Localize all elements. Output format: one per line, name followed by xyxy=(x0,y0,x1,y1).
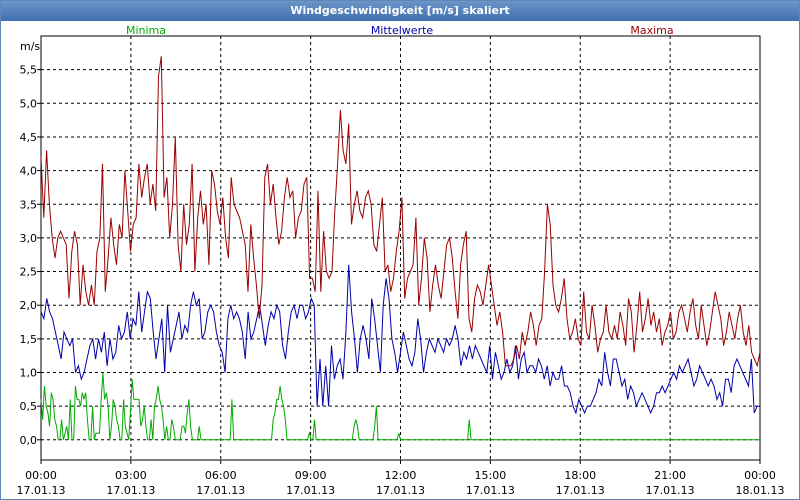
x-tick-date: 17.01.13 xyxy=(17,484,66,497)
x-tick-date: 18.01.13 xyxy=(736,484,785,497)
x-tick-date: 17.01.13 xyxy=(196,484,245,497)
y-tick-label: 2,0 xyxy=(20,299,38,312)
y-tick-label: 4,0 xyxy=(20,165,38,178)
y-tick-label: 4,5 xyxy=(20,131,38,144)
y-tick-label: 3,5 xyxy=(20,198,38,211)
legend-mittelwerte: Mittelwerte xyxy=(371,24,434,37)
series-line-maxima xyxy=(40,56,761,368)
x-tick-time: 21:00 xyxy=(654,469,686,482)
x-tick-time: 12:00 xyxy=(385,469,417,482)
x-tick-date: 17.01.13 xyxy=(376,484,425,497)
y-tick-label: 3,0 xyxy=(20,232,38,245)
window-title: Windgeschwindigkeit [m/s] skaliert xyxy=(1,1,799,21)
y-tick-label: 5,5 xyxy=(20,64,38,77)
y-axis-label: m/s xyxy=(20,40,40,53)
y-tick-labels: 0,0 0,5 1,0 1,5 2,0 2,5 3,0 3,5 4,0 4,5 5,0 5,5 xyxy=(20,64,38,447)
y-tick-label: 5,0 xyxy=(20,97,38,110)
x-tick-date: 17.01.13 xyxy=(466,484,515,497)
x-tick-time: 06:00 xyxy=(205,469,237,482)
series-line-mittelwerte xyxy=(40,264,760,415)
y-tick-label: 1,5 xyxy=(20,333,38,346)
y-tick-label: 2,5 xyxy=(20,266,38,279)
x-tick-time: 00:00 xyxy=(25,469,57,482)
y-tick-label: 0,5 xyxy=(20,400,38,413)
x-tick-labels: 00:00 17.01.13 03:00 17.01.13 06:00 17.01.13 0… xyxy=(17,469,785,497)
x-tick-date: 17.01.13 xyxy=(286,484,335,497)
legend-minima: Minima xyxy=(126,24,166,37)
x-tick-time: 15:00 xyxy=(475,469,507,482)
y-tick-label: 0,0 xyxy=(20,434,38,447)
x-tick-time: 00:00 xyxy=(744,469,776,482)
y-tick-label: 1,0 xyxy=(20,367,38,380)
x-tick-time: 09:00 xyxy=(295,469,327,482)
x-tick-date: 17.01.13 xyxy=(106,484,155,497)
series-line-minima xyxy=(40,372,760,441)
x-tick-time: 18:00 xyxy=(564,469,596,482)
legend-maxima: Maxima xyxy=(630,24,673,37)
x-tick-date: 17.01.13 xyxy=(556,484,605,497)
series-lines xyxy=(40,56,761,441)
x-tick-date: 17.01.13 xyxy=(646,484,695,497)
x-tick-time: 03:00 xyxy=(115,469,147,482)
